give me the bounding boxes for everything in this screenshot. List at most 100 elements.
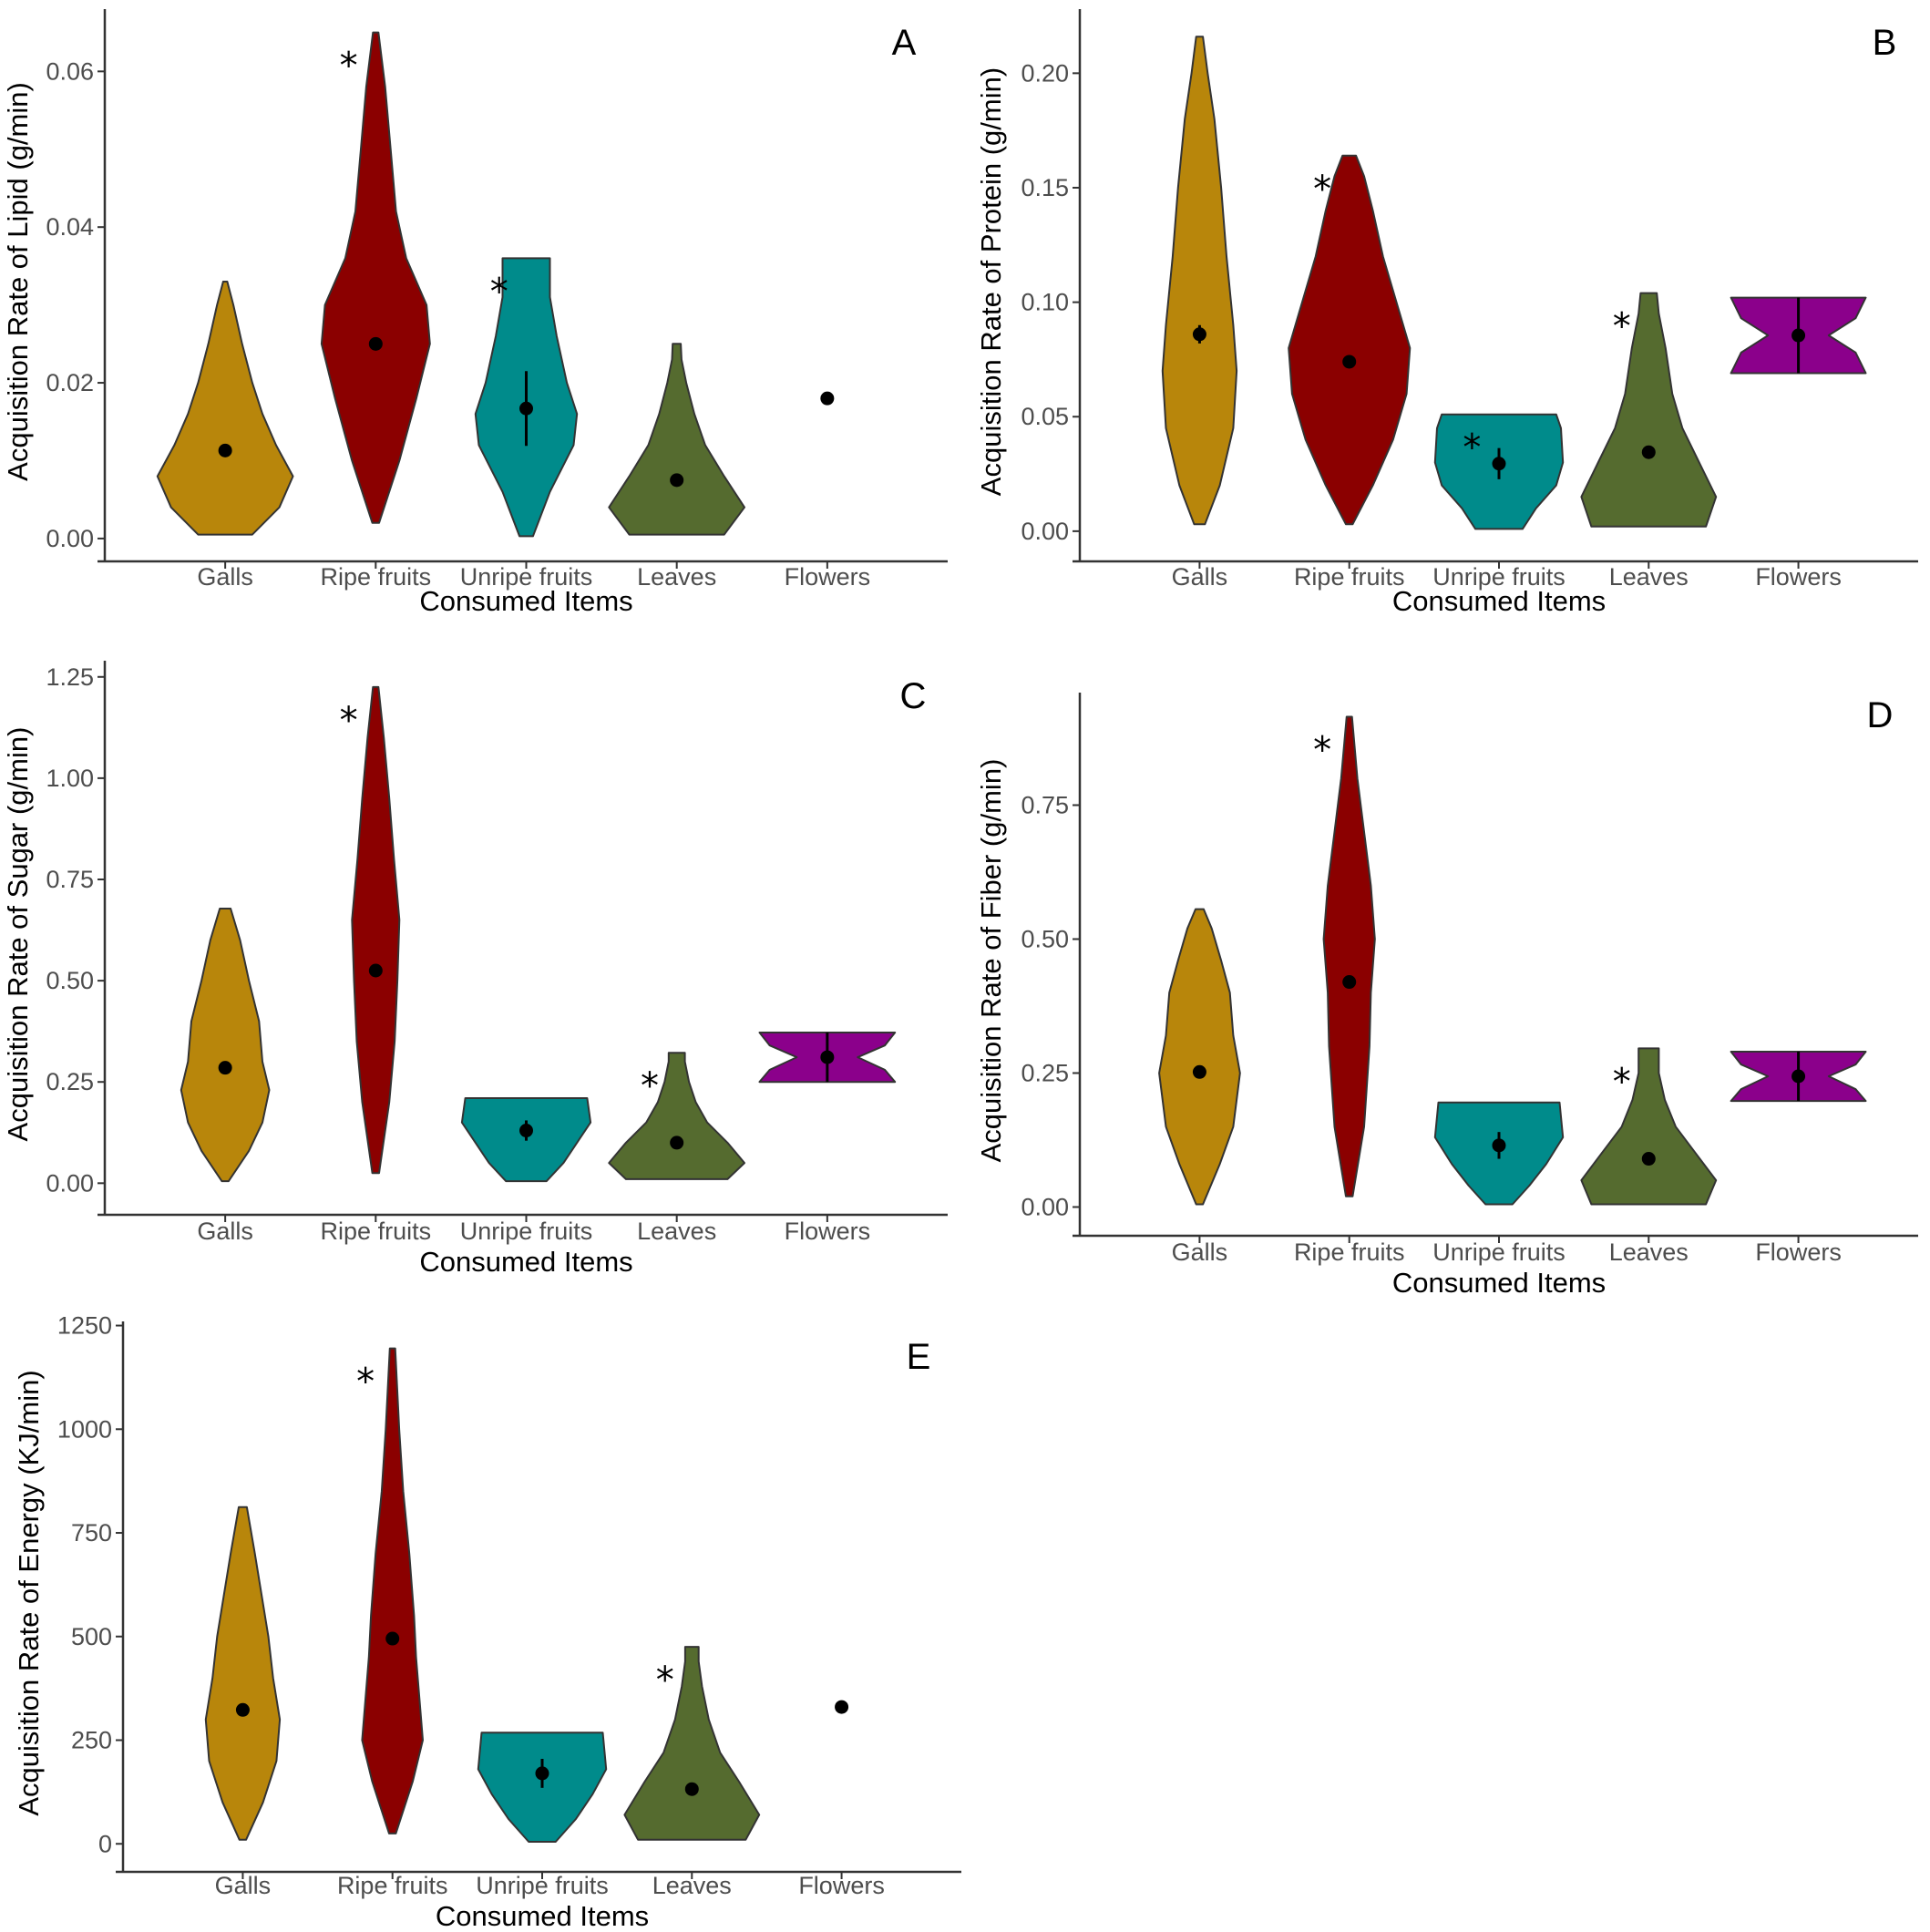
significance-star: * bbox=[641, 1065, 659, 1107]
significance-star: * bbox=[1613, 1061, 1631, 1103]
significance-star: * bbox=[1313, 729, 1331, 771]
mean-point bbox=[670, 1136, 684, 1150]
mean-point bbox=[1342, 355, 1357, 369]
significance-star: * bbox=[340, 700, 358, 742]
y-tick-label: 0 bbox=[98, 1830, 112, 1857]
x-tick-label: Ripe fruits bbox=[321, 1218, 432, 1245]
significance-star: * bbox=[340, 46, 358, 87]
x-tick-label: Ripe fruits bbox=[337, 1872, 448, 1899]
x-axis-title: Consumed Items bbox=[419, 585, 632, 617]
x-tick-label: Flowers bbox=[1755, 1238, 1842, 1266]
y-tick-label: 1.25 bbox=[46, 663, 94, 691]
mean-point bbox=[1791, 1069, 1806, 1084]
mean-point bbox=[1342, 975, 1357, 990]
x-tick-label: Ripe fruits bbox=[1294, 563, 1405, 591]
x-tick-label: Galls bbox=[1172, 1238, 1228, 1266]
mean-point bbox=[368, 963, 383, 978]
y-tick-label: 1000 bbox=[57, 1415, 112, 1443]
violin-ripe-fruits bbox=[351, 685, 401, 1175]
y-tick-label: 0.00 bbox=[46, 1169, 94, 1197]
x-tick-label: Galls bbox=[197, 1218, 253, 1245]
y-tick-label: 0.15 bbox=[1021, 174, 1069, 201]
significance-star: * bbox=[356, 1362, 375, 1403]
mean-point bbox=[1791, 328, 1806, 343]
x-tick-label: Leaves bbox=[1609, 1238, 1689, 1266]
mean-point bbox=[218, 1061, 232, 1075]
x-tick-label: Leaves bbox=[652, 1872, 732, 1899]
panel-letter: D bbox=[1867, 695, 1894, 735]
mean-point bbox=[1192, 327, 1206, 342]
x-tick-label: Galls bbox=[1172, 563, 1228, 591]
y-tick-label: 0.25 bbox=[1021, 1059, 1069, 1086]
panel-a: 0.00 0.02 0.04 0.06 Galls Ripe fruits Unripe f… bbox=[2, 9, 948, 617]
mean-point bbox=[1641, 445, 1656, 459]
y-tick-label: 0.05 bbox=[1021, 403, 1069, 430]
x-tick-label: Leaves bbox=[1609, 563, 1689, 591]
significance-star: * bbox=[656, 1660, 674, 1701]
significance-star: * bbox=[1463, 427, 1481, 469]
panel-letter: A bbox=[892, 23, 917, 63]
panel-letter: B bbox=[1873, 23, 1897, 63]
y-tick-label: 0.02 bbox=[46, 369, 94, 396]
mean-point bbox=[218, 443, 232, 457]
y-axis-title: Acquisition Rate of Energy (KJ/min) bbox=[13, 1370, 45, 1815]
panel-c: 0.00 0.25 0.50 0.75 1.00 1.25 Galls Ripe fruits… bbox=[2, 661, 948, 1278]
y-tick-label: 0.00 bbox=[1021, 518, 1069, 545]
mean-point bbox=[820, 391, 835, 406]
mean-point bbox=[684, 1782, 699, 1796]
mean-point bbox=[1192, 1064, 1206, 1079]
violin-ripe-fruits bbox=[361, 1347, 424, 1834]
x-axis-title: Consumed Items bbox=[1392, 585, 1606, 617]
mean-point bbox=[519, 1124, 533, 1138]
y-tick-label: 500 bbox=[71, 1623, 112, 1650]
x-axis-title: Consumed Items bbox=[1392, 1267, 1606, 1299]
violin-leaves bbox=[608, 1052, 745, 1180]
mean-point bbox=[670, 473, 684, 488]
mean-point bbox=[1492, 457, 1506, 471]
x-tick-label: Galls bbox=[215, 1872, 272, 1899]
violin-galls bbox=[1158, 908, 1241, 1206]
x-tick-label: Unripe fruits bbox=[1432, 563, 1566, 591]
y-axis-title: Acquisition Rate of Fiber (g/min) bbox=[975, 759, 1007, 1163]
y-tick-label: 250 bbox=[71, 1727, 112, 1754]
y-tick-label: 0.04 bbox=[46, 213, 94, 241]
violin-galls bbox=[204, 1506, 282, 1841]
y-tick-label: 0.20 bbox=[1021, 59, 1069, 87]
x-tick-label: Leaves bbox=[637, 1218, 716, 1245]
mean-point bbox=[235, 1702, 250, 1717]
violin-galls bbox=[156, 281, 294, 536]
y-tick-label: 0.75 bbox=[46, 866, 94, 893]
violin-galls bbox=[1161, 36, 1238, 526]
x-axis-title: Consumed Items bbox=[419, 1246, 632, 1278]
mean-point bbox=[1641, 1152, 1656, 1166]
violin-leaves bbox=[608, 343, 745, 536]
x-tick-label: Galls bbox=[197, 563, 253, 591]
mean-point bbox=[368, 336, 383, 351]
significance-star: * bbox=[490, 271, 508, 313]
y-tick-label: 1250 bbox=[57, 1312, 112, 1340]
violin-galls bbox=[180, 908, 271, 1183]
x-tick-label: Flowers bbox=[785, 563, 871, 591]
y-tick-label: 0.50 bbox=[1021, 925, 1069, 952]
significance-star: * bbox=[1313, 169, 1331, 211]
y-tick-label: 0.50 bbox=[46, 967, 94, 994]
x-tick-label: Flowers bbox=[785, 1218, 871, 1245]
violin-ripe-fruits bbox=[320, 31, 431, 524]
x-tick-label: Flowers bbox=[798, 1872, 885, 1899]
x-tick-label: Flowers bbox=[1755, 563, 1842, 591]
panel-letter: E bbox=[907, 1337, 931, 1377]
mean-point bbox=[385, 1631, 400, 1646]
panel-e: 0 250 500 750 1000 1250 Galls Ripe fruits Unripe… bbox=[13, 1312, 961, 1932]
x-tick-label: Unripe fruits bbox=[476, 1872, 609, 1899]
y-tick-label: 0.06 bbox=[46, 57, 94, 85]
y-tick-label: 750 bbox=[71, 1519, 112, 1547]
mean-point bbox=[820, 1050, 835, 1064]
x-axis-title: Consumed Items bbox=[436, 1900, 649, 1932]
x-tick-label: Ripe fruits bbox=[1294, 1238, 1405, 1266]
x-tick-label: Ripe fruits bbox=[321, 563, 432, 591]
violin-ripe-fruits bbox=[1288, 154, 1412, 526]
mean-point bbox=[535, 1766, 549, 1781]
x-tick-label: Leaves bbox=[637, 563, 716, 591]
y-tick-label: 0.25 bbox=[46, 1068, 94, 1095]
